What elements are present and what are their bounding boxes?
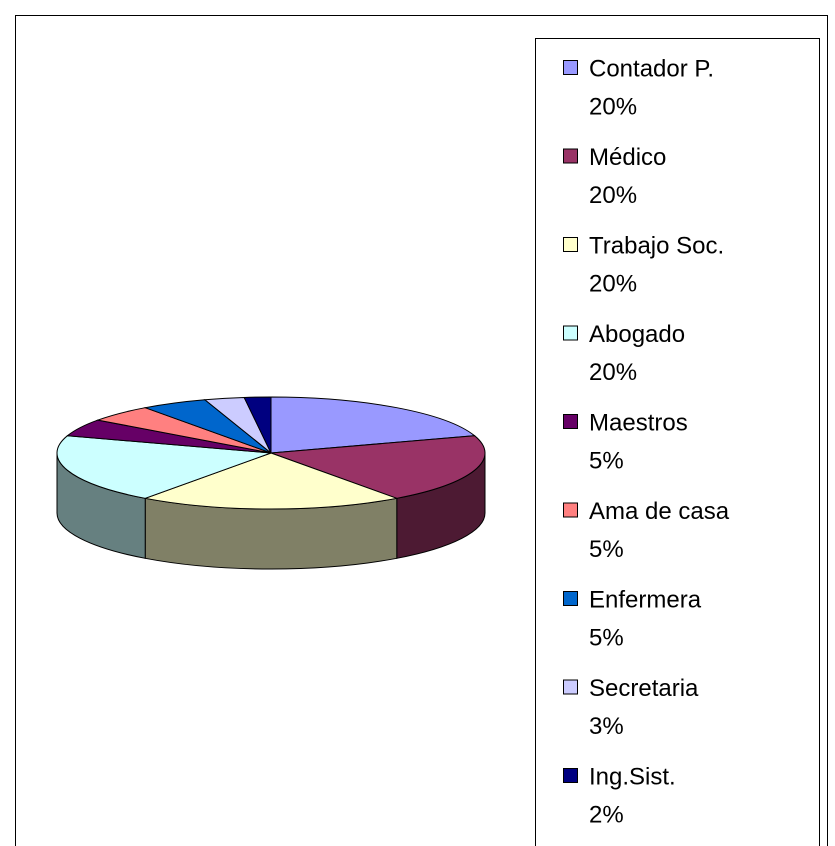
legend-label: Secretaria [589,675,699,702]
legend-label: Ing.Sist. [589,763,676,790]
legend-label: Enfermera [589,586,702,613]
legend-value: 20% [589,93,637,120]
legend-swatch [563,325,578,341]
legend-value: 20% [589,182,637,209]
slice [56,435,272,499]
legend-label: Maestros [589,409,688,436]
legend-swatch [563,60,578,75]
legend-swatch [563,591,578,606]
legend-label: Ama de casa [589,498,730,525]
legend-value: 2% [589,801,624,828]
slice [270,435,486,499]
legend-swatch [563,502,578,518]
legend-swatch [563,148,578,164]
legend-swatch [563,237,578,252]
legend-box [535,38,820,846]
legend-value: 3% [589,713,624,740]
legend-value: 5% [589,447,624,474]
legend-label: Abogado [589,321,685,348]
slice [243,396,272,454]
legend-label: Médico [589,144,666,171]
legend-swatch [563,768,578,783]
slice [143,452,399,510]
legend-label: Contador P. [589,55,714,82]
legend-value: 5% [589,536,624,563]
legend-value: 20% [589,359,637,386]
legend-swatch [563,679,578,695]
legend-swatch [563,414,578,429]
legend-label: Trabajo Soc. [589,232,724,259]
legend-value: 20% [589,270,637,297]
legend-value: 5% [589,624,624,651]
slice [270,396,476,454]
